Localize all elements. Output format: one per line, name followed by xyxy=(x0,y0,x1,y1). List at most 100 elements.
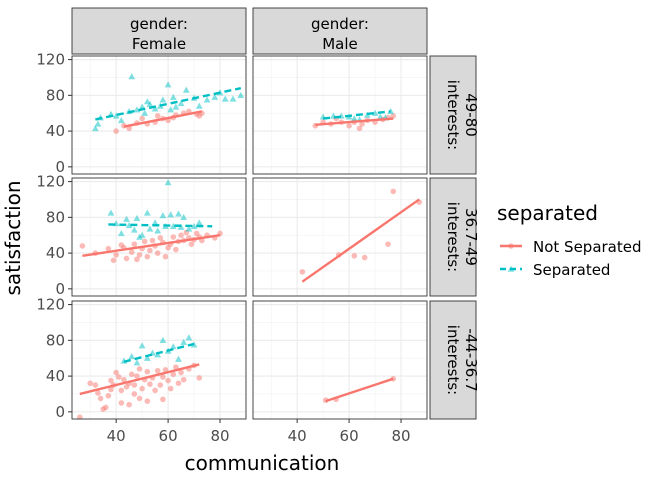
data-point-not-separated xyxy=(105,245,112,252)
legend-key-point xyxy=(507,265,515,272)
trend-line-separated xyxy=(95,87,242,121)
data-point-not-separated xyxy=(196,375,203,381)
data-point-not-separated xyxy=(108,377,114,384)
legend-key-point xyxy=(508,243,514,249)
data-point-separated xyxy=(159,96,167,103)
trend-line-not-separated xyxy=(325,377,394,403)
column-strip xyxy=(252,7,428,55)
x-tick-label: 40 xyxy=(107,427,126,445)
data-point-not-separated xyxy=(385,241,391,247)
data-point-not-separated xyxy=(160,374,166,380)
data-point-not-separated xyxy=(144,253,151,260)
data-point-not-separated xyxy=(123,255,130,262)
y-tick-label: 40 xyxy=(46,122,65,140)
data-point-not-separated xyxy=(102,404,109,411)
data-point-separated xyxy=(180,213,188,221)
data-point-not-separated xyxy=(178,369,184,376)
panel-background xyxy=(253,301,427,419)
data-point-not-separated xyxy=(136,252,143,258)
data-point-not-separated xyxy=(113,128,119,134)
data-point-not-separated xyxy=(87,380,93,387)
data-point-not-separated xyxy=(134,373,140,379)
data-point-not-separated xyxy=(141,238,148,245)
data-point-separated xyxy=(211,93,219,100)
data-point-not-separated xyxy=(154,250,161,256)
legend-label: Not Separated xyxy=(533,238,642,256)
data-point-not-separated xyxy=(390,113,397,119)
data-point-not-separated xyxy=(154,113,161,119)
y-tick-label: 120 xyxy=(36,173,65,191)
data-point-separated xyxy=(167,211,175,218)
data-point-separated xyxy=(112,112,120,119)
y-axis-title: satisfaction xyxy=(1,180,25,295)
row-strip xyxy=(429,55,477,175)
data-point-separated xyxy=(195,219,203,226)
data-point-separated xyxy=(133,214,141,221)
data-point-not-separated xyxy=(160,396,166,403)
column-strip-label: gender: xyxy=(130,15,188,33)
data-point-separated xyxy=(159,212,167,219)
data-point-separated xyxy=(130,226,138,233)
row-strip-label: interests: xyxy=(444,202,462,272)
data-point-not-separated xyxy=(113,252,119,258)
data-point-separated xyxy=(182,86,190,93)
x-axis-title: communication xyxy=(185,451,340,475)
data-point-not-separated xyxy=(356,125,363,132)
y-tick-label: 40 xyxy=(46,367,65,385)
data-point-not-separated xyxy=(165,377,171,384)
panel-border xyxy=(252,177,428,297)
row-strip-label: -44-36.7 xyxy=(462,328,480,391)
data-point-not-separated xyxy=(134,256,140,263)
data-point-not-separated xyxy=(351,252,358,259)
data-point-separated xyxy=(146,100,154,107)
data-point-separated xyxy=(164,81,172,88)
trend-line-not-separated xyxy=(123,110,203,128)
data-point-not-separated xyxy=(105,392,112,399)
legend-title: separated xyxy=(497,201,598,225)
x-tick-label: 60 xyxy=(340,427,359,445)
data-point-not-separated xyxy=(157,382,164,388)
data-point-separated xyxy=(185,334,193,341)
y-tick-label: 40 xyxy=(46,244,65,262)
data-point-not-separated xyxy=(299,269,306,275)
data-point-not-separated xyxy=(115,374,122,380)
data-point-not-separated xyxy=(118,387,125,394)
data-point-separated xyxy=(151,105,159,112)
data-point-not-separated xyxy=(128,371,135,378)
data-point-not-separated xyxy=(147,381,153,387)
y-tick-label: 120 xyxy=(36,296,65,314)
column-strip xyxy=(71,7,247,55)
panel-border xyxy=(71,177,247,297)
y-tick-label: 80 xyxy=(46,208,65,226)
data-point-not-separated xyxy=(144,368,151,375)
panel-border xyxy=(71,300,247,420)
data-point-not-separated xyxy=(113,369,119,376)
data-point-not-separated xyxy=(136,395,143,402)
data-point-not-separated xyxy=(139,115,145,122)
data-point-separated xyxy=(203,96,211,103)
data-point-not-separated xyxy=(92,382,99,388)
data-point-separated xyxy=(172,103,180,110)
data-point-separated xyxy=(94,120,102,127)
data-point-not-separated xyxy=(170,371,177,378)
data-point-not-separated xyxy=(390,188,397,195)
panel-border xyxy=(71,55,247,175)
row-strip-label: 49-80 xyxy=(462,93,480,137)
data-point-not-separated xyxy=(346,122,352,129)
row-strip xyxy=(429,300,477,420)
data-point-separated xyxy=(117,230,125,237)
data-point-separated xyxy=(107,209,115,216)
trend-line-not-separated xyxy=(82,234,221,257)
data-point-not-separated xyxy=(170,234,177,240)
y-tick-label: 120 xyxy=(36,51,65,69)
y-tick-label: 0 xyxy=(55,280,65,298)
x-tick-label: 60 xyxy=(159,427,178,445)
data-point-not-separated xyxy=(79,243,86,249)
data-point-separated xyxy=(350,115,358,122)
data-point-separated xyxy=(221,95,229,102)
data-point-separated xyxy=(195,102,203,109)
trend-line-not-separated xyxy=(315,117,394,127)
data-point-separated xyxy=(143,354,151,361)
data-point-not-separated xyxy=(139,385,145,392)
